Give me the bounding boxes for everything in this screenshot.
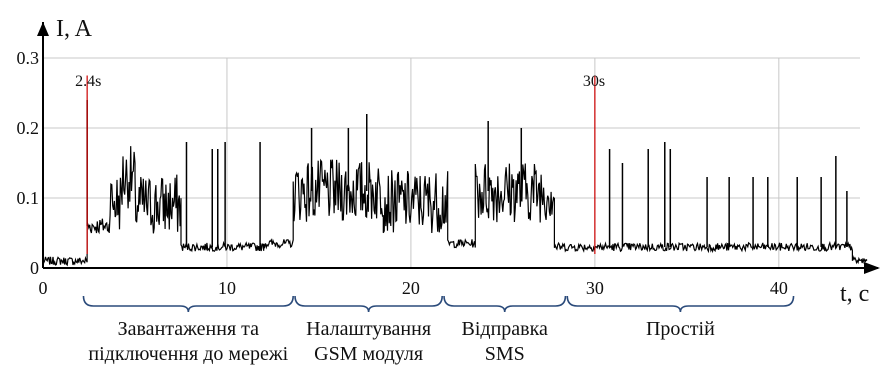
current-line [42,146,868,267]
marker-label: 2.4s [75,73,101,90]
tick-labels: 0 10 20 30 40 0 0.1 0.2 0.3 [17,48,788,298]
x-tick-label: 10 [218,278,236,298]
current-trace [42,100,868,267]
phase-label-line1: Налаштування [306,318,432,340]
x-tick-label: 30 [586,278,604,298]
grid [43,57,860,268]
phase-label-line2: підключення до мережі [88,343,289,365]
phase-label: Простій [567,317,793,342]
y-tick-label: 0.1 [17,188,40,208]
phase-brace [294,295,443,313]
axes [37,22,880,274]
phase-brace [443,295,567,313]
phase-label: Завантаження та підключення до мережі [83,317,293,367]
phase-label: Відправка SMS [430,317,580,367]
x-tick-label: 0 [39,278,48,298]
marker-label: 30s [583,73,605,90]
y-axis-arrow [37,22,49,36]
x-axis-label: t, c [840,281,869,307]
phase-brace [82,295,294,313]
y-tick-label: 0.2 [17,118,40,138]
phase-braces [82,295,795,313]
y-tick-label: 0.3 [17,48,40,68]
phase-label-line1: Завантаження та [117,318,260,340]
phase-label-line1: Простій [645,318,715,340]
y-axis-label: I, A [56,16,93,42]
x-tick-label: 40 [770,278,788,298]
y-tick-label: 0 [30,258,39,278]
x-tick-label: 20 [402,278,420,298]
phase-label-line1: Відправка [461,318,548,340]
phase-label: Налаштування GSM модуля [294,317,444,367]
x-axis-arrow [864,262,880,274]
phase-label-line2: SMS [484,343,525,365]
phase-label-line2: GSM модуля [314,343,424,365]
phase-brace [566,295,795,313]
time-markers: 2.4s 30s [75,73,605,254]
